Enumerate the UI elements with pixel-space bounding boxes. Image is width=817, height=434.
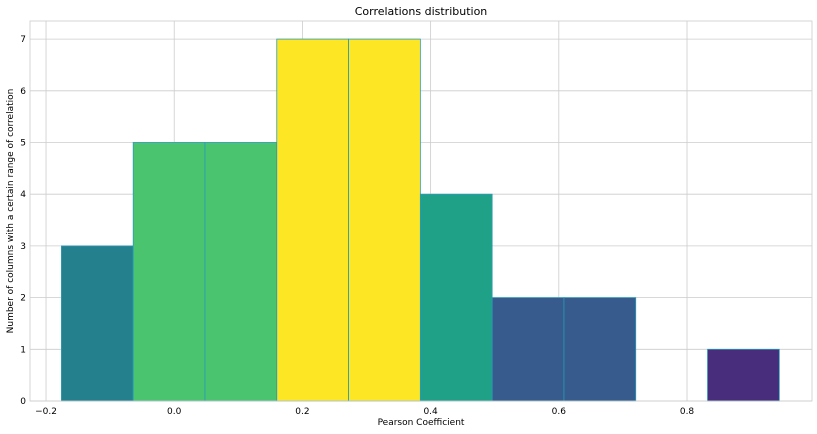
- x-tick-label: 0.4: [423, 407, 438, 417]
- y-tick-label: 6: [20, 87, 26, 97]
- x-tick-label: −0.2: [35, 407, 57, 417]
- y-tick-label: 0: [20, 397, 26, 407]
- histogram-bar: [491, 297, 565, 402]
- x-axis-label: Pearson Coefficient: [378, 418, 465, 428]
- histogram-bar: [707, 348, 780, 402]
- histogram-bar: [276, 38, 349, 402]
- y-tick-label: 4: [20, 190, 26, 200]
- plot-frame: [29, 20, 813, 402]
- bars-group: [61, 38, 780, 402]
- x-tick-label: 0.0: [167, 407, 182, 417]
- histogram-bar: [61, 245, 134, 402]
- histogram-bar: [204, 142, 278, 402]
- y-tick-label: 3: [20, 242, 26, 252]
- histogram-bar: [563, 297, 637, 402]
- x-tick-label: 0.6: [552, 407, 567, 417]
- histogram-bar: [419, 193, 493, 402]
- y-axis-label: Number of columns with a certain range o…: [6, 89, 16, 334]
- y-tick-label: 1: [20, 345, 26, 355]
- y-tick-label: 5: [20, 138, 26, 148]
- histogram-bar: [132, 142, 206, 402]
- x-tick-label: 0.2: [295, 407, 309, 417]
- chart-title: Correlations distribution: [355, 5, 488, 18]
- y-tick-label: 7: [20, 35, 26, 45]
- y-axis-ticks: 0 1 2 3 4 5 6 7: [20, 35, 26, 407]
- x-axis-ticks: −0.2 0.0 0.2 0.4 0.6 0.8: [35, 407, 694, 417]
- y-tick-label: 2: [20, 294, 26, 304]
- x-tick-label: 0.8: [680, 407, 695, 417]
- histogram-bar: [348, 38, 421, 402]
